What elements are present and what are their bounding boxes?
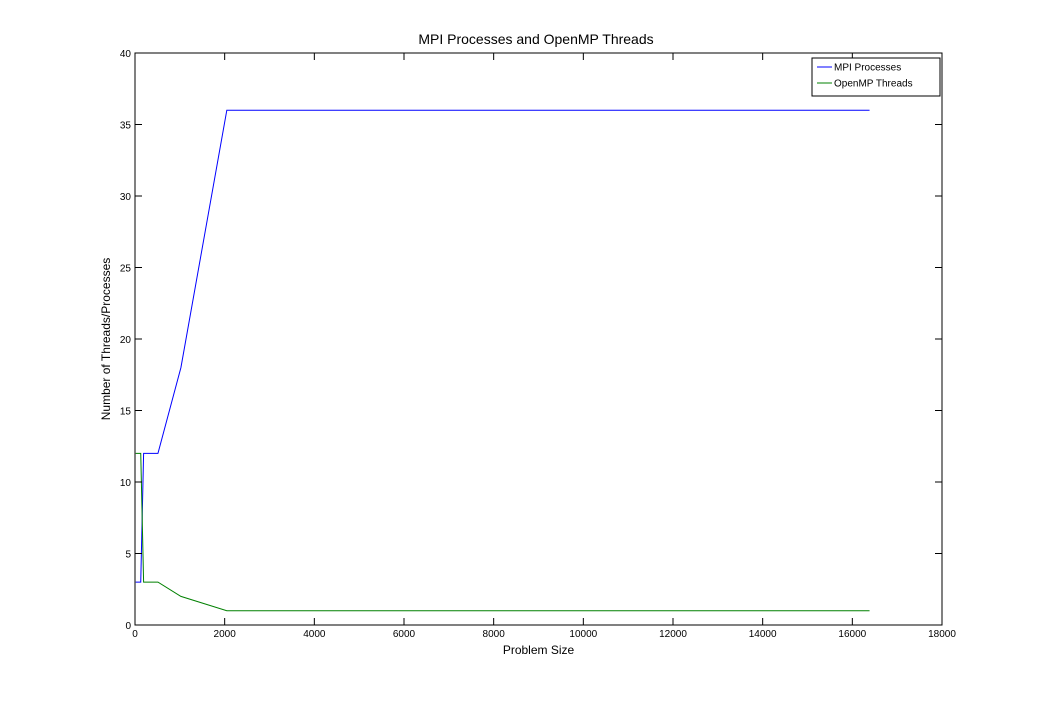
y-tick-label: 40 — [120, 49, 132, 60]
series-layer — [135, 109, 870, 612]
y-axis-title: Number of Threads/Processes — [99, 258, 113, 421]
legend-entries: MPI Processes OpenMP Threads — [817, 63, 913, 90]
legend-label: OpenMP Threads — [834, 79, 913, 90]
x-tick-label: 6000 — [393, 629, 416, 640]
x-tick-label: 14000 — [749, 629, 777, 640]
y-tick-label: 10 — [120, 478, 132, 489]
legend-box — [811, 57, 941, 97]
x-tick-label: 4000 — [303, 629, 326, 640]
y-tick-label: 20 — [120, 335, 132, 346]
x-axis-title: Problem Size — [503, 643, 575, 657]
series-line-mpi-processes — [135, 109, 870, 583]
plot-area: 0 2000 4000 6000 8000 10000 12000 14000 16000 180… — [120, 49, 956, 640]
y-tick-label: 30 — [120, 192, 132, 203]
x-tick-label: 18000 — [928, 629, 956, 640]
axes-box — [134, 52, 943, 626]
y-tick-label: 25 — [120, 264, 132, 275]
legend-label: MPI Processes — [834, 63, 901, 74]
y-tick-label: 15 — [120, 407, 132, 418]
y-tick-label: 5 — [125, 550, 131, 561]
y-tick-label: 0 — [125, 621, 131, 632]
x-tick-label: 12000 — [659, 629, 687, 640]
x-tick-label: 2000 — [214, 629, 237, 640]
x-tick-label: 16000 — [838, 629, 866, 640]
legend: MPI Processes OpenMP Threads — [811, 57, 941, 97]
y-tick-label: 35 — [120, 121, 132, 132]
x-tick-label: 8000 — [483, 629, 506, 640]
x-tick-label: 0 — [132, 629, 138, 640]
x-tick-label: 10000 — [569, 629, 597, 640]
ticks-layer: 0 2000 4000 6000 8000 10000 12000 14000 16000 180… — [120, 49, 956, 640]
series-line-openmp-threads — [135, 452, 870, 612]
chart-title: MPI Processes and OpenMP Threads — [418, 31, 653, 47]
